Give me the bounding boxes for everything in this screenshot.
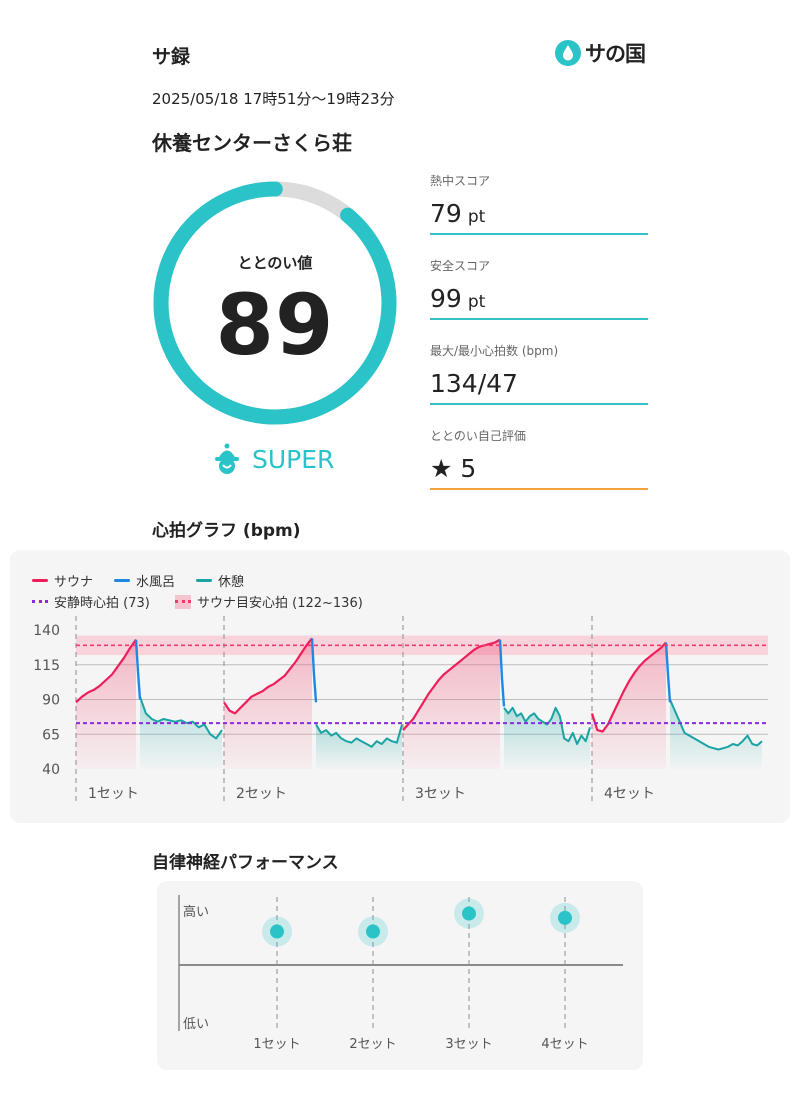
- legend-label: サウナ: [54, 575, 94, 590]
- water-line: [664, 642, 672, 703]
- rest-line: [139, 696, 223, 740]
- y-tick-label: 140: [33, 623, 60, 639]
- y-tick-label: 115: [33, 658, 60, 674]
- water-line: [134, 639, 142, 700]
- legend-item-sauna: サウナ: [32, 571, 93, 590]
- rest-line: [503, 706, 591, 745]
- category-label: 4セット: [541, 1037, 588, 1052]
- score-value: 89: [215, 276, 335, 374]
- sauna-line: [75, 639, 137, 704]
- legend-label: 休憩: [218, 575, 245, 590]
- score-point: [462, 906, 476, 921]
- target-zone-swatch: [175, 594, 191, 609]
- legend-label: 安静時心拍 (73): [54, 596, 150, 611]
- sauna-area: [76, 639, 136, 769]
- stat-underline: [430, 318, 648, 320]
- rest-area: [670, 699, 762, 769]
- legend-label: 水風呂: [136, 575, 176, 590]
- stat-value: 134/47: [430, 369, 518, 398]
- facility-name: 休養センターさくら荘: [152, 131, 352, 155]
- logo-text: サの国: [585, 42, 646, 66]
- sauna-area: [224, 638, 312, 769]
- stat-label: 熱中スコア: [430, 174, 491, 188]
- heart-graph-title: 心拍グラフ (bpm): [152, 521, 301, 541]
- resting-hr-swatch: [32, 600, 48, 603]
- legend-item-rest: 休憩: [196, 571, 244, 590]
- set-label: 4セット: [604, 786, 655, 802]
- totonoi-score-ring: [153, 181, 397, 425]
- stat-safety-score: 安全スコア 99 pt: [430, 257, 648, 320]
- visit-datetime: 2025/05/18 17時51分〜19時23分: [152, 90, 395, 108]
- y-tick-label: 65: [42, 727, 60, 743]
- y-tick-label: 40: [42, 762, 60, 778]
- stat-underline: [430, 488, 648, 490]
- droplet-icon: [555, 40, 581, 66]
- stat-value: 99: [430, 284, 462, 313]
- water-swatch: [114, 579, 130, 582]
- legend-label: サウナ目安心拍 (122~136): [197, 596, 363, 611]
- stat-underline: [430, 233, 648, 235]
- sauna-area: [592, 642, 666, 769]
- stat-value: 79: [430, 199, 462, 228]
- stat-label: 最大/最小心拍数 (bpm): [430, 344, 559, 358]
- stat-label: 安全スコア: [430, 259, 491, 273]
- rank-badge: SUPER: [210, 442, 334, 476]
- y-tick-label: 90: [42, 693, 60, 709]
- ring-progress: [153, 181, 397, 425]
- stat-value: ★ 5: [430, 454, 477, 483]
- stat-self-rating: ととのい自己評価 ★ 5: [430, 427, 648, 490]
- water-line: [498, 639, 506, 707]
- score-point: [366, 924, 380, 939]
- sauna-area: [403, 639, 500, 769]
- legend-item-target-zone: サウナ目安心拍 (122~136): [175, 592, 363, 611]
- set-label: 2セット: [236, 786, 287, 802]
- sauna-line: [590, 641, 667, 733]
- stat-underline: [430, 403, 648, 405]
- stat-unit: pt: [467, 292, 486, 312]
- rest-area: [140, 696, 222, 769]
- category-label: 3セット: [445, 1037, 492, 1052]
- app-logo: サの国: [555, 38, 646, 68]
- legend-item-water: 水風呂: [114, 571, 175, 590]
- score-point: [558, 910, 572, 925]
- rest-swatch: [196, 579, 212, 582]
- category-label: 1セット: [253, 1037, 300, 1052]
- stat-label: ととのい自己評価: [430, 429, 526, 443]
- y-label-low: 低い: [183, 1017, 209, 1032]
- rest-line: [669, 699, 763, 751]
- rest-area: [316, 724, 402, 769]
- legend-item-resting-hr: 安静時心拍 (73): [32, 592, 150, 611]
- heart-rate-chart: 140 115 90 65 40 1セット 2セット 3セット 4セット: [33, 616, 768, 805]
- set-label: 3セット: [415, 786, 466, 802]
- score-label: ととのい値: [237, 254, 313, 272]
- water-line: [310, 638, 318, 703]
- autonomic-title: 自律神経パフォーマンス: [152, 853, 339, 873]
- stat-heart-rate: 最大/最小心拍数 (bpm) 134/47: [430, 342, 648, 405]
- set-label: 1セット: [88, 786, 139, 802]
- rest-line: [315, 723, 403, 748]
- score-point: [270, 924, 284, 939]
- y-label-high: 高い: [183, 904, 209, 920]
- page-title: サ録: [152, 46, 191, 68]
- stat-heat-score: 熱中スコア 79 pt: [430, 172, 648, 235]
- sauna-line: [223, 637, 313, 715]
- sauna-swatch: [32, 579, 48, 582]
- sauna-hat-icon: [215, 443, 239, 474]
- rank-text: SUPER: [252, 444, 335, 474]
- stat-unit: pt: [467, 207, 486, 227]
- category-label: 2セット: [349, 1037, 396, 1052]
